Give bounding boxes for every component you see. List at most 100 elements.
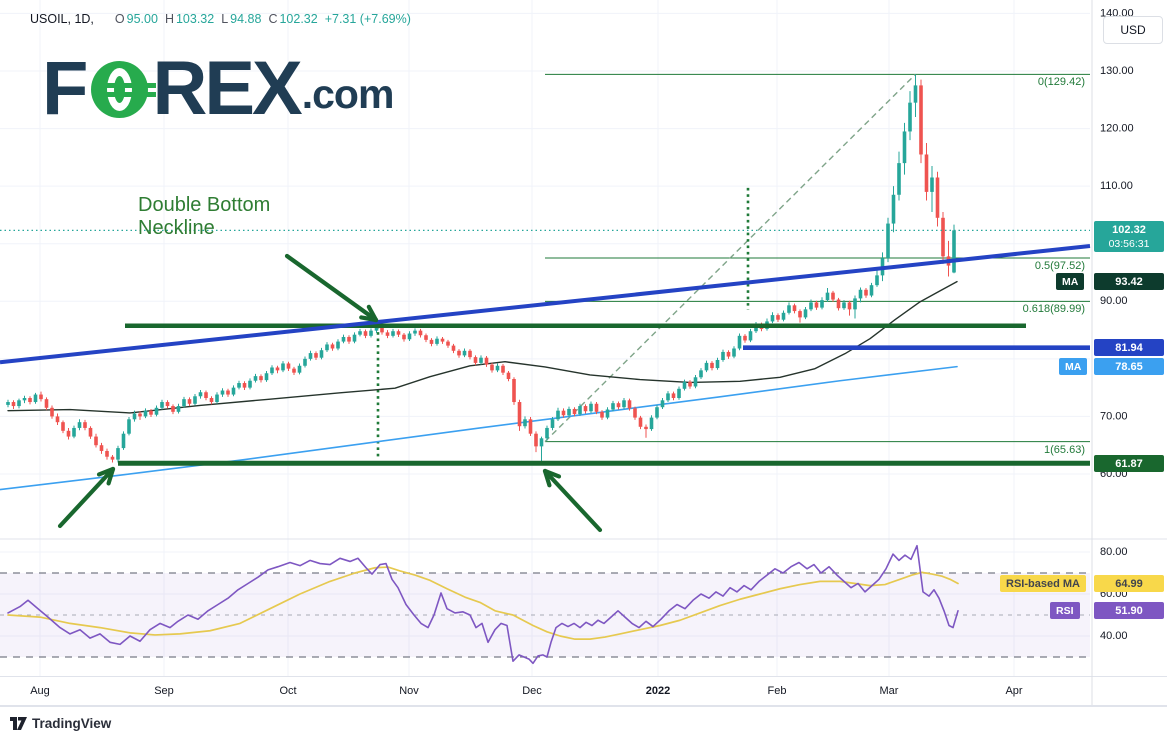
candle-body: [165, 402, 170, 407]
ma50-line: [7, 280, 958, 414]
currency-toggle-button[interactable]: USD: [1103, 16, 1163, 44]
axis-tick-label[interactable]: Nov: [399, 685, 419, 697]
candle-body: [198, 392, 203, 397]
bar-countdown: 03:56:31: [1108, 237, 1150, 250]
close-value: 102.32: [279, 12, 318, 26]
double-bottom-annotation-text: Double Bottom Neckline: [138, 194, 270, 240]
candle-body: [721, 351, 725, 361]
blue-trendline: [0, 244, 1091, 365]
candle-body: [94, 436, 98, 446]
axis-tick-label[interactable]: 40.00: [1100, 630, 1128, 642]
candle-body: [512, 379, 516, 403]
support-level-badge: 61.87: [1094, 455, 1164, 472]
candle-body: [308, 353, 313, 359]
candle-body: [380, 327, 384, 333]
candle-body: [743, 335, 747, 341]
forex-watermark: F REX .com: [42, 50, 394, 126]
candle-body: [902, 131, 907, 164]
candle-body: [440, 338, 445, 342]
arrow-shaft: [542, 468, 603, 533]
axis-tick-label[interactable]: Aug: [30, 685, 50, 697]
tradingview-logo[interactable]: TradingView: [10, 716, 111, 731]
candle-body: [160, 402, 164, 408]
candle-body: [88, 427, 93, 437]
candle-body: [358, 331, 362, 335]
candle-body: [484, 357, 489, 365]
axis-tick-label[interactable]: Feb: [768, 685, 787, 697]
candle-body: [22, 398, 27, 401]
candle-body: [418, 330, 423, 336]
candle-body: [385, 332, 390, 336]
fib-level-label: 1(65.63): [1044, 443, 1085, 456]
candle-body: [919, 85, 923, 155]
axis-tick-label[interactable]: 70.00: [1100, 410, 1128, 422]
candle-body: [858, 289, 863, 299]
candle-body: [77, 422, 82, 428]
candle-body: [809, 302, 813, 310]
candle-body: [303, 358, 307, 366]
low-value: 94.88: [230, 12, 262, 26]
fib-level-label: 0(129.42): [1037, 76, 1085, 89]
axis-tick-label[interactable]: Mar: [880, 685, 899, 697]
candle-body: [253, 376, 258, 381]
forex-o-icon: [91, 61, 157, 119]
candle-body: [363, 331, 368, 336]
candle-body: [259, 376, 263, 381]
candle-body: [517, 402, 522, 427]
axis-tick-label[interactable]: 110.00: [1100, 180, 1133, 192]
rsi-ma-label-badge: RSI-based MA: [1000, 575, 1086, 592]
arrow-head: [106, 466, 116, 486]
candle-body: [550, 419, 555, 428]
candle-body: [930, 177, 934, 192]
candle-body: [693, 377, 698, 387]
axis-tick-label[interactable]: 90.00: [1100, 295, 1128, 307]
candle-body: [330, 344, 335, 349]
candle-body: [215, 394, 219, 403]
candle-body: [11, 402, 16, 407]
candle-body: [116, 448, 120, 460]
candle-body: [297, 365, 302, 373]
candle-body: [776, 315, 780, 320]
candle-body: [847, 302, 852, 310]
candle-body: [429, 339, 434, 344]
candle-body: [941, 217, 945, 257]
candle-body: [490, 364, 494, 371]
candle-body: [671, 393, 676, 399]
candle-body: [539, 438, 544, 447]
candle-body: [17, 400, 21, 407]
candle-body: [869, 285, 874, 296]
candle-body: [374, 327, 379, 331]
change-value: +7.31 (+7.69%): [324, 12, 411, 26]
low-label: L: [221, 12, 229, 26]
arrow-head: [542, 468, 562, 479]
symbol-name[interactable]: USOIL, 1D,: [30, 12, 94, 26]
candle-body: [435, 338, 439, 344]
candle-body: [820, 300, 824, 308]
candle-body: [649, 417, 654, 430]
bottom-toolbar: TradingView: [0, 706, 1167, 739]
candle-body: [699, 370, 703, 378]
candle-body: [39, 394, 43, 400]
axis-tick-label[interactable]: 130.00: [1100, 65, 1134, 77]
axis-tick-label[interactable]: Sep: [154, 685, 174, 697]
open-label: O: [114, 12, 125, 26]
candle-body: [616, 403, 621, 408]
candle-body: [798, 311, 802, 318]
axis-tick-label[interactable]: 80.00: [1100, 546, 1128, 558]
candle-body: [814, 302, 819, 308]
candle-body: [446, 341, 450, 346]
axis-tick-label[interactable]: Dec: [522, 685, 542, 697]
candle-body: [457, 350, 461, 356]
candle-body: [726, 351, 731, 357]
axis-tick-label[interactable]: 2022: [646, 685, 670, 697]
candle-body: [836, 299, 841, 309]
tradingview-icon: [10, 717, 27, 730]
candle-body: [149, 410, 153, 415]
candle-body: [748, 331, 753, 341]
axis-tick-label[interactable]: Oct: [279, 685, 296, 697]
axis-tick-label[interactable]: Apr: [1005, 685, 1022, 697]
axis-tick-label[interactable]: 120.00: [1100, 122, 1134, 134]
last-price-value: 102.32: [1112, 223, 1146, 236]
